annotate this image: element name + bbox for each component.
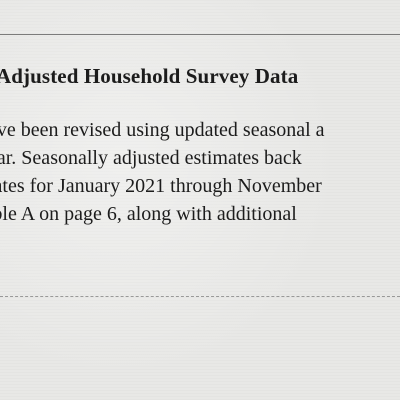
- paragraph-line: mates for January 2021 through November: [0, 175, 322, 197]
- paragraph-line: table A on page 6, along with additional: [0, 203, 297, 225]
- paragraph-line: have been revised using updated seasonal…: [0, 119, 325, 141]
- section-heading: Adjusted Household Survey Data: [0, 64, 299, 88]
- paragraph: have been revised using updated seasonal…: [0, 116, 325, 228]
- paragraph-line: year. Seasonally adjusted estimates back: [0, 147, 302, 169]
- top-divider: [0, 34, 400, 35]
- bottom-divider: [0, 296, 400, 297]
